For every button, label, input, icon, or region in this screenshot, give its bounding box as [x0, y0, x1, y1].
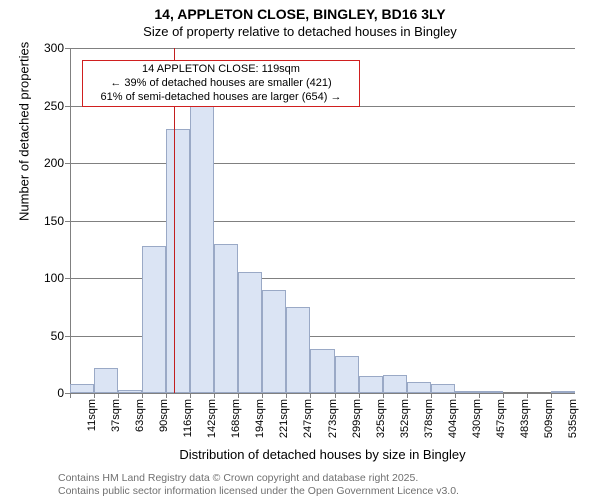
x-tick-label: 142sqm [206, 399, 218, 438]
x-tick-mark [359, 393, 360, 398]
x-axis-title: Distribution of detached houses by size … [70, 447, 575, 462]
annotation-box: 14 APPLETON CLOSE: 119sqm ← 39% of detac… [82, 60, 360, 107]
x-tick-label: 299sqm [351, 399, 363, 438]
y-axis-title: Number of detached properties [17, 41, 32, 220]
bar [551, 391, 575, 393]
x-tick-mark [142, 393, 143, 398]
bar [238, 272, 262, 393]
x-tick-label: 535sqm [567, 399, 579, 438]
bar [286, 307, 310, 393]
bar [407, 382, 431, 394]
x-tick-mark [94, 393, 95, 398]
bar [455, 391, 479, 393]
x-tick-label: 247sqm [302, 399, 314, 438]
x-tick-mark [286, 393, 287, 398]
bar [70, 384, 94, 393]
bar [118, 390, 142, 393]
x-tick-mark [527, 393, 528, 398]
x-tick-label: 430sqm [471, 399, 483, 438]
x-tick-mark [214, 393, 215, 398]
bar [166, 129, 190, 394]
gridline [70, 163, 575, 164]
gridline [70, 221, 575, 222]
y-tick-label: 0 [57, 386, 70, 400]
x-tick-mark [190, 393, 191, 398]
x-tick-mark [551, 393, 552, 398]
x-tick-mark [166, 393, 167, 398]
bar [214, 244, 238, 394]
x-tick-label: 116sqm [182, 399, 194, 437]
footer-attribution: Contains HM Land Registry data © Crown c… [58, 472, 459, 498]
annotation-line-1: 14 APPLETON CLOSE: 119sqm [89, 63, 353, 77]
bar [479, 391, 503, 393]
footer-line-1: Contains HM Land Registry data © Crown c… [58, 472, 459, 485]
x-tick-label: 483sqm [519, 399, 531, 438]
x-tick-label: 404sqm [447, 399, 459, 438]
y-tick-label: 200 [44, 156, 70, 170]
x-tick-label: 63sqm [134, 399, 146, 432]
x-tick-mark [407, 393, 408, 398]
x-tick-mark [70, 393, 71, 398]
chart-canvas: 14, APPLETON CLOSE, BINGLEY, BD16 3LY Si… [0, 0, 600, 500]
gridline [70, 393, 575, 394]
y-tick-label: 250 [44, 99, 70, 113]
y-tick-label: 150 [44, 214, 70, 228]
gridline [70, 48, 575, 49]
x-tick-label: 168sqm [230, 399, 242, 438]
x-tick-label: 194sqm [254, 399, 266, 438]
x-tick-mark [262, 393, 263, 398]
x-tick-label: 90sqm [158, 399, 170, 432]
bar [262, 290, 286, 394]
x-tick-mark [118, 393, 119, 398]
x-tick-mark [238, 393, 239, 398]
chart-subtitle: Size of property relative to detached ho… [0, 24, 600, 39]
x-tick-mark [479, 393, 480, 398]
annotation-line-3: 61% of semi-detached houses are larger (… [89, 91, 353, 105]
x-tick-label: 273sqm [327, 399, 339, 438]
chart-title: 14, APPLETON CLOSE, BINGLEY, BD16 3LY [0, 6, 600, 22]
bar [335, 356, 359, 393]
y-tick-label: 100 [44, 271, 70, 285]
bar [190, 106, 214, 394]
bar [94, 368, 118, 393]
x-tick-mark [431, 393, 432, 398]
x-tick-label: 37sqm [110, 399, 122, 432]
x-tick-label: 509sqm [543, 399, 555, 438]
bar [310, 349, 334, 393]
x-tick-label: 325sqm [375, 399, 387, 438]
x-tick-label: 11sqm [86, 399, 98, 431]
x-tick-label: 378sqm [423, 399, 435, 438]
x-tick-mark [383, 393, 384, 398]
bar [383, 375, 407, 393]
x-tick-mark [503, 393, 504, 398]
x-tick-label: 457sqm [495, 399, 507, 438]
bar [431, 384, 455, 393]
x-tick-label: 221sqm [278, 399, 290, 438]
x-tick-label: 352sqm [399, 399, 411, 438]
y-tick-label: 50 [51, 329, 70, 343]
x-tick-mark [310, 393, 311, 398]
bar [142, 246, 166, 393]
x-tick-mark [455, 393, 456, 398]
annotation-line-2: ← 39% of detached houses are smaller (42… [89, 77, 353, 91]
x-tick-mark [335, 393, 336, 398]
footer-line-2: Contains public sector information licen… [58, 485, 459, 498]
bar [359, 376, 383, 393]
y-tick-label: 300 [44, 41, 70, 55]
